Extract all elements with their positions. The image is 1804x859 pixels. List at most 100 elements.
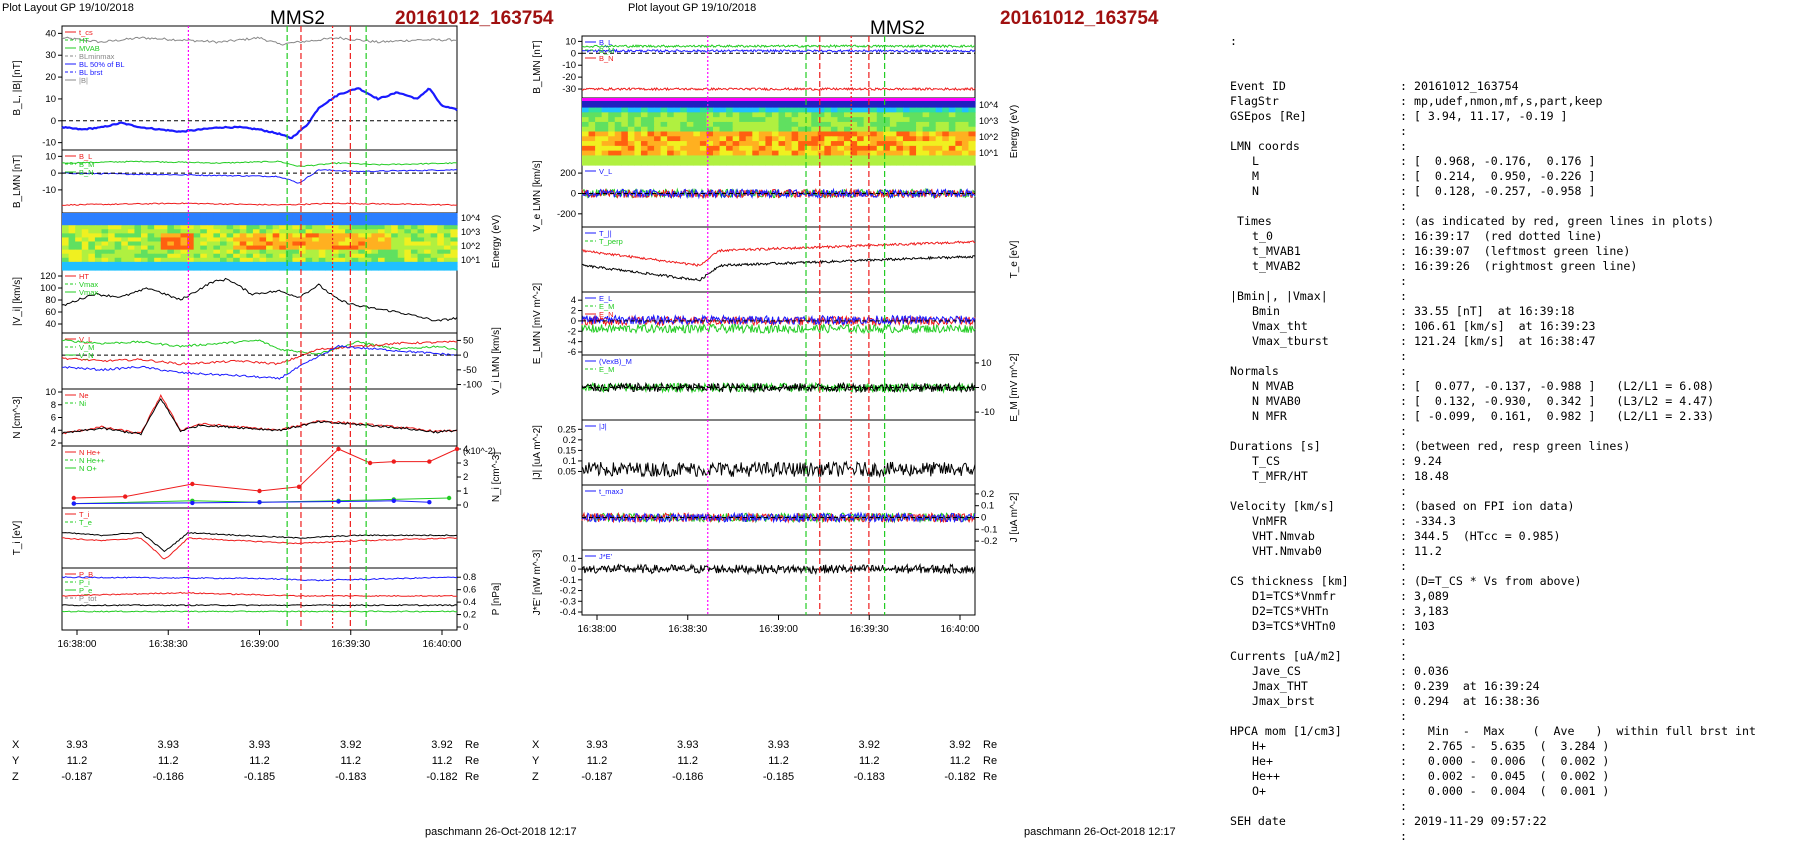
left-spectrogram-cell (108, 229, 116, 234)
mid-spectrogram-cell (922, 155, 930, 161)
y-tick-label: -0.2 (560, 586, 576, 597)
left-spectrogram-cell (200, 225, 208, 230)
summary-key: t_0 (1252, 229, 1273, 243)
mid-spectrogram-cell (916, 136, 924, 142)
mid-spectrogram-cell (817, 155, 825, 161)
left-spectrogram-cell (364, 257, 373, 263)
left-spectrogram-cell (272, 221, 280, 226)
left-spectrogram-cell (206, 217, 215, 222)
left-ylabel: V_i LMN [km/s] (491, 327, 502, 395)
mid-spectrogram-cell (752, 136, 760, 142)
summary-value: : 16:39:17 (red dotted line) (1400, 229, 1603, 243)
mid-spectrogram-cell (726, 141, 734, 147)
mid-spectrogram-cell (752, 131, 760, 137)
mid-spectrogram-cell (713, 160, 721, 166)
summary-key: Event ID (1230, 79, 1286, 93)
series-line-BL-brst (61, 87, 458, 140)
summary-value: : [ -0.099, 0.161, 0.982 ] (L2/L1 = 2.33… (1400, 409, 1715, 423)
left-spectrogram-cell (410, 253, 419, 259)
left-spectrogram-cell (101, 257, 109, 263)
mid-spectrogram-cell (640, 107, 649, 113)
mid-spectrogram-cell (837, 131, 845, 137)
mid-spectrogram-cell (804, 155, 812, 161)
left-spectrogram-cell (68, 233, 76, 239)
mid-spectrogram-cell (837, 150, 845, 157)
left-spectrogram-cell (193, 237, 201, 243)
left-spectrogram-cell (358, 237, 366, 243)
left-spectrogram-cell (141, 245, 149, 251)
mid-spectrogram-cell (844, 155, 852, 161)
summary-value: : [ 0.077, -0.137, -0.988 ] (L2/L1 = 6.0… (1400, 379, 1715, 393)
left-spectrogram-cell (114, 217, 122, 222)
left-spectrogram-cell (81, 265, 89, 271)
mid-spectrogram-cell (870, 117, 878, 123)
mid-spectrogram-cell (798, 121, 806, 128)
mid-spectrogram-cell (627, 145, 635, 152)
mid-spectrogram-cell (889, 112, 897, 118)
series-line--B- (61, 36, 458, 46)
left-spectrogram-cell (345, 261, 353, 267)
mid-spectrogram-cell (634, 117, 642, 123)
left-spectrogram-cell (147, 217, 155, 222)
left-spectrogram-cell (378, 257, 386, 263)
mid-spectrogram-cell (726, 117, 734, 123)
mid-spectrogram-cell (778, 102, 786, 109)
mid-spectrogram-cell (647, 131, 655, 137)
mid-spectrogram-cell (850, 126, 858, 133)
left-spectrogram-cell (62, 237, 70, 243)
mid-spectrogram-cell (948, 141, 956, 147)
left-spectrogram-cell (81, 249, 89, 255)
left-spectrogram-cell (404, 225, 412, 230)
left-spectrogram-cell (127, 213, 136, 218)
left-spectrogram-cell (94, 265, 103, 271)
mid-spectrogram-cell (955, 131, 963, 137)
left-spectrogram-cell (371, 253, 379, 259)
left-spectrogram-cell (127, 245, 136, 251)
mid-legend-label: B_N (599, 54, 614, 63)
left-spectrogram-cell (68, 261, 76, 267)
left-spectrogram-cell (325, 221, 333, 226)
mid-spectrogram-cell (595, 145, 603, 152)
left-spectrogram-cell (252, 225, 261, 230)
mid-spectrogram-topband (582, 98, 975, 101)
left-spectrogram-cell (167, 225, 175, 230)
left-spectrogram-cell (160, 237, 168, 243)
position-value: 11.2 (768, 755, 789, 767)
mid-spectrogram-cell (896, 117, 904, 123)
mid-spectrogram-cell (804, 117, 812, 123)
mid-spectrogram-cell (876, 126, 884, 133)
left-spectrogram-cell (101, 249, 109, 255)
left-spectrogram-cell (292, 241, 300, 247)
mid-spectrogram-cell (739, 102, 747, 109)
mid-spectrogram-cell (608, 112, 616, 118)
left-spectrogram-cell (246, 221, 254, 226)
series-point (454, 446, 460, 452)
position-row-label: X (532, 739, 540, 751)
mid-spectrogram-cell (870, 121, 878, 128)
summary-value: : 11.2 (1400, 544, 1442, 558)
left-spectrogram-cell (299, 241, 307, 247)
left-spectrogram-cell (351, 249, 359, 255)
mid-spectrogram-cell (948, 136, 956, 142)
left-spectrogram-cell (424, 221, 432, 226)
left-spectrogram-cell (180, 261, 188, 267)
mid-spectrogram-cell (680, 112, 688, 118)
summary-key: t_MVAB2 (1252, 259, 1301, 273)
left-spectrogram-cell (180, 237, 188, 243)
mid-spectrogram-cell (732, 121, 740, 128)
left-spectrogram-cell (213, 225, 221, 230)
left-spectrogram-cell (160, 233, 168, 239)
mid-spectrogram-cell (588, 126, 596, 133)
mid-spectrogram-cell (830, 131, 839, 137)
mid-spectrogram-cell (824, 117, 832, 123)
mid-spectrogram-cell (601, 150, 609, 157)
mid-spectrogram-cell (785, 141, 793, 147)
left-spectrogram-cell (160, 213, 168, 218)
left-spectrogram-cell (173, 213, 182, 218)
left-spectrogram-cell (285, 245, 294, 251)
series-point (427, 459, 432, 464)
summary-key: VHT.Nmvab0 (1252, 544, 1322, 558)
mid-spectrogram-cell (876, 117, 884, 123)
left-spectrogram-cell (206, 213, 215, 218)
summary-value: : 0.000 - 0.006 ( 0.002 ) (1400, 754, 1610, 768)
